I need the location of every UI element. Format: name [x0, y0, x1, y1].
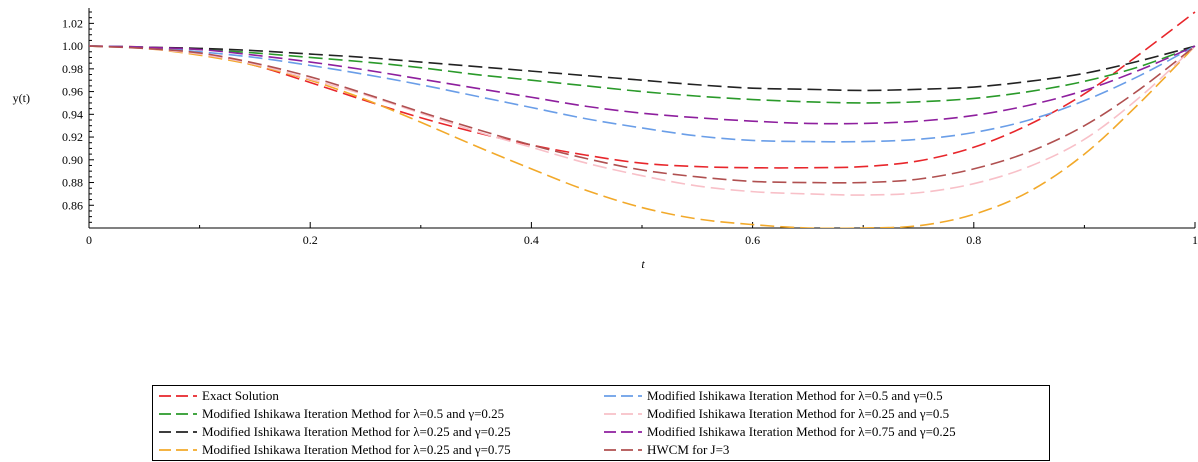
series-line-3	[89, 45, 1196, 92]
legend-swatch	[159, 448, 197, 451]
x-tick-label: 0.2	[303, 233, 318, 247]
series-line-1	[89, 11, 1196, 169]
legend-label: Modified Ishikawa Iteration Method for λ…	[647, 387, 943, 403]
x-tick-label: 0.8	[966, 233, 981, 247]
legend-item: HWCM for J=3	[602, 441, 729, 458]
legend-label: Modified Ishikawa Iteration Method for λ…	[647, 405, 950, 421]
series-line-2	[89, 45, 1196, 104]
legend-swatch	[604, 394, 642, 397]
chart-axis-labels: y(t) t	[13, 91, 646, 271]
legend-label: Modified Ishikawa Iteration Method for λ…	[202, 405, 505, 421]
x-tick-label: 1	[1192, 233, 1198, 247]
legend-item: Exact Solution	[157, 387, 279, 404]
y-tick-label: 0.88	[62, 176, 83, 190]
y-axis-label: y(t)	[13, 91, 30, 105]
x-axis-label: t	[641, 257, 645, 271]
legend-label: Modified Ishikawa Iteration Method for λ…	[647, 423, 956, 439]
legend-swatch	[604, 430, 642, 433]
series-line-8	[89, 45, 1196, 184]
line-chart: 0 0.2 0.4 0.6 0.8 1 0.86 0.88 0.90 0.92 0.94 0.96 0.…	[13, 8, 1198, 271]
legend-item: Modified Ishikawa Iteration Method for λ…	[602, 405, 949, 422]
series-line-7	[89, 45, 1196, 125]
x-tick-label: 0.6	[745, 233, 760, 247]
y-tick-label: 1.00	[62, 39, 83, 53]
legend-label: Modified Ishikawa Iteration Method for λ…	[202, 423, 511, 439]
y-tick-label: 0.92	[62, 130, 83, 144]
y-tick-label: 0.90	[62, 153, 83, 167]
x-tick-label: 0.4	[524, 233, 539, 247]
y-tick-label: 0.96	[62, 85, 83, 99]
legend-label: Exact Solution	[202, 387, 279, 403]
legend-item: Modified Ishikawa Iteration Method for λ…	[602, 387, 943, 404]
legend-swatch	[604, 412, 642, 415]
chart-legend: Exact Solution Modified Ishikawa Iteratio…	[152, 385, 1050, 461]
legend-swatch	[159, 412, 197, 415]
y-tick-label: 0.86	[62, 198, 83, 212]
legend-item: Modified Ishikawa Iteration Method for λ…	[602, 423, 956, 440]
legend-swatch	[159, 430, 197, 433]
legend-swatch	[604, 448, 642, 451]
y-tick-label: 0.98	[62, 62, 83, 76]
y-tick-label: 0.94	[62, 107, 83, 121]
x-tick-label: 0	[86, 233, 92, 247]
series-line-6	[89, 45, 1196, 196]
legend-item: Modified Ishikawa Iteration Method for λ…	[157, 441, 511, 458]
chart-series-lines	[89, 11, 1196, 228]
legend-label: Modified Ishikawa Iteration Method for λ…	[202, 441, 511, 457]
legend-item: Modified Ishikawa Iteration Method for λ…	[157, 423, 511, 440]
y-tick-label: 1.02	[62, 16, 83, 30]
legend-item: Modified Ishikawa Iteration Method for λ…	[157, 405, 504, 422]
legend-swatch	[159, 394, 197, 397]
legend-label: HWCM for J=3	[647, 441, 730, 457]
chart-axes: 0 0.2 0.4 0.6 0.8 1 0.86 0.88 0.90 0.92 0.94 0.96 0.…	[62, 8, 1198, 247]
series-line-4	[89, 45, 1196, 228]
series-line-5	[89, 45, 1196, 143]
